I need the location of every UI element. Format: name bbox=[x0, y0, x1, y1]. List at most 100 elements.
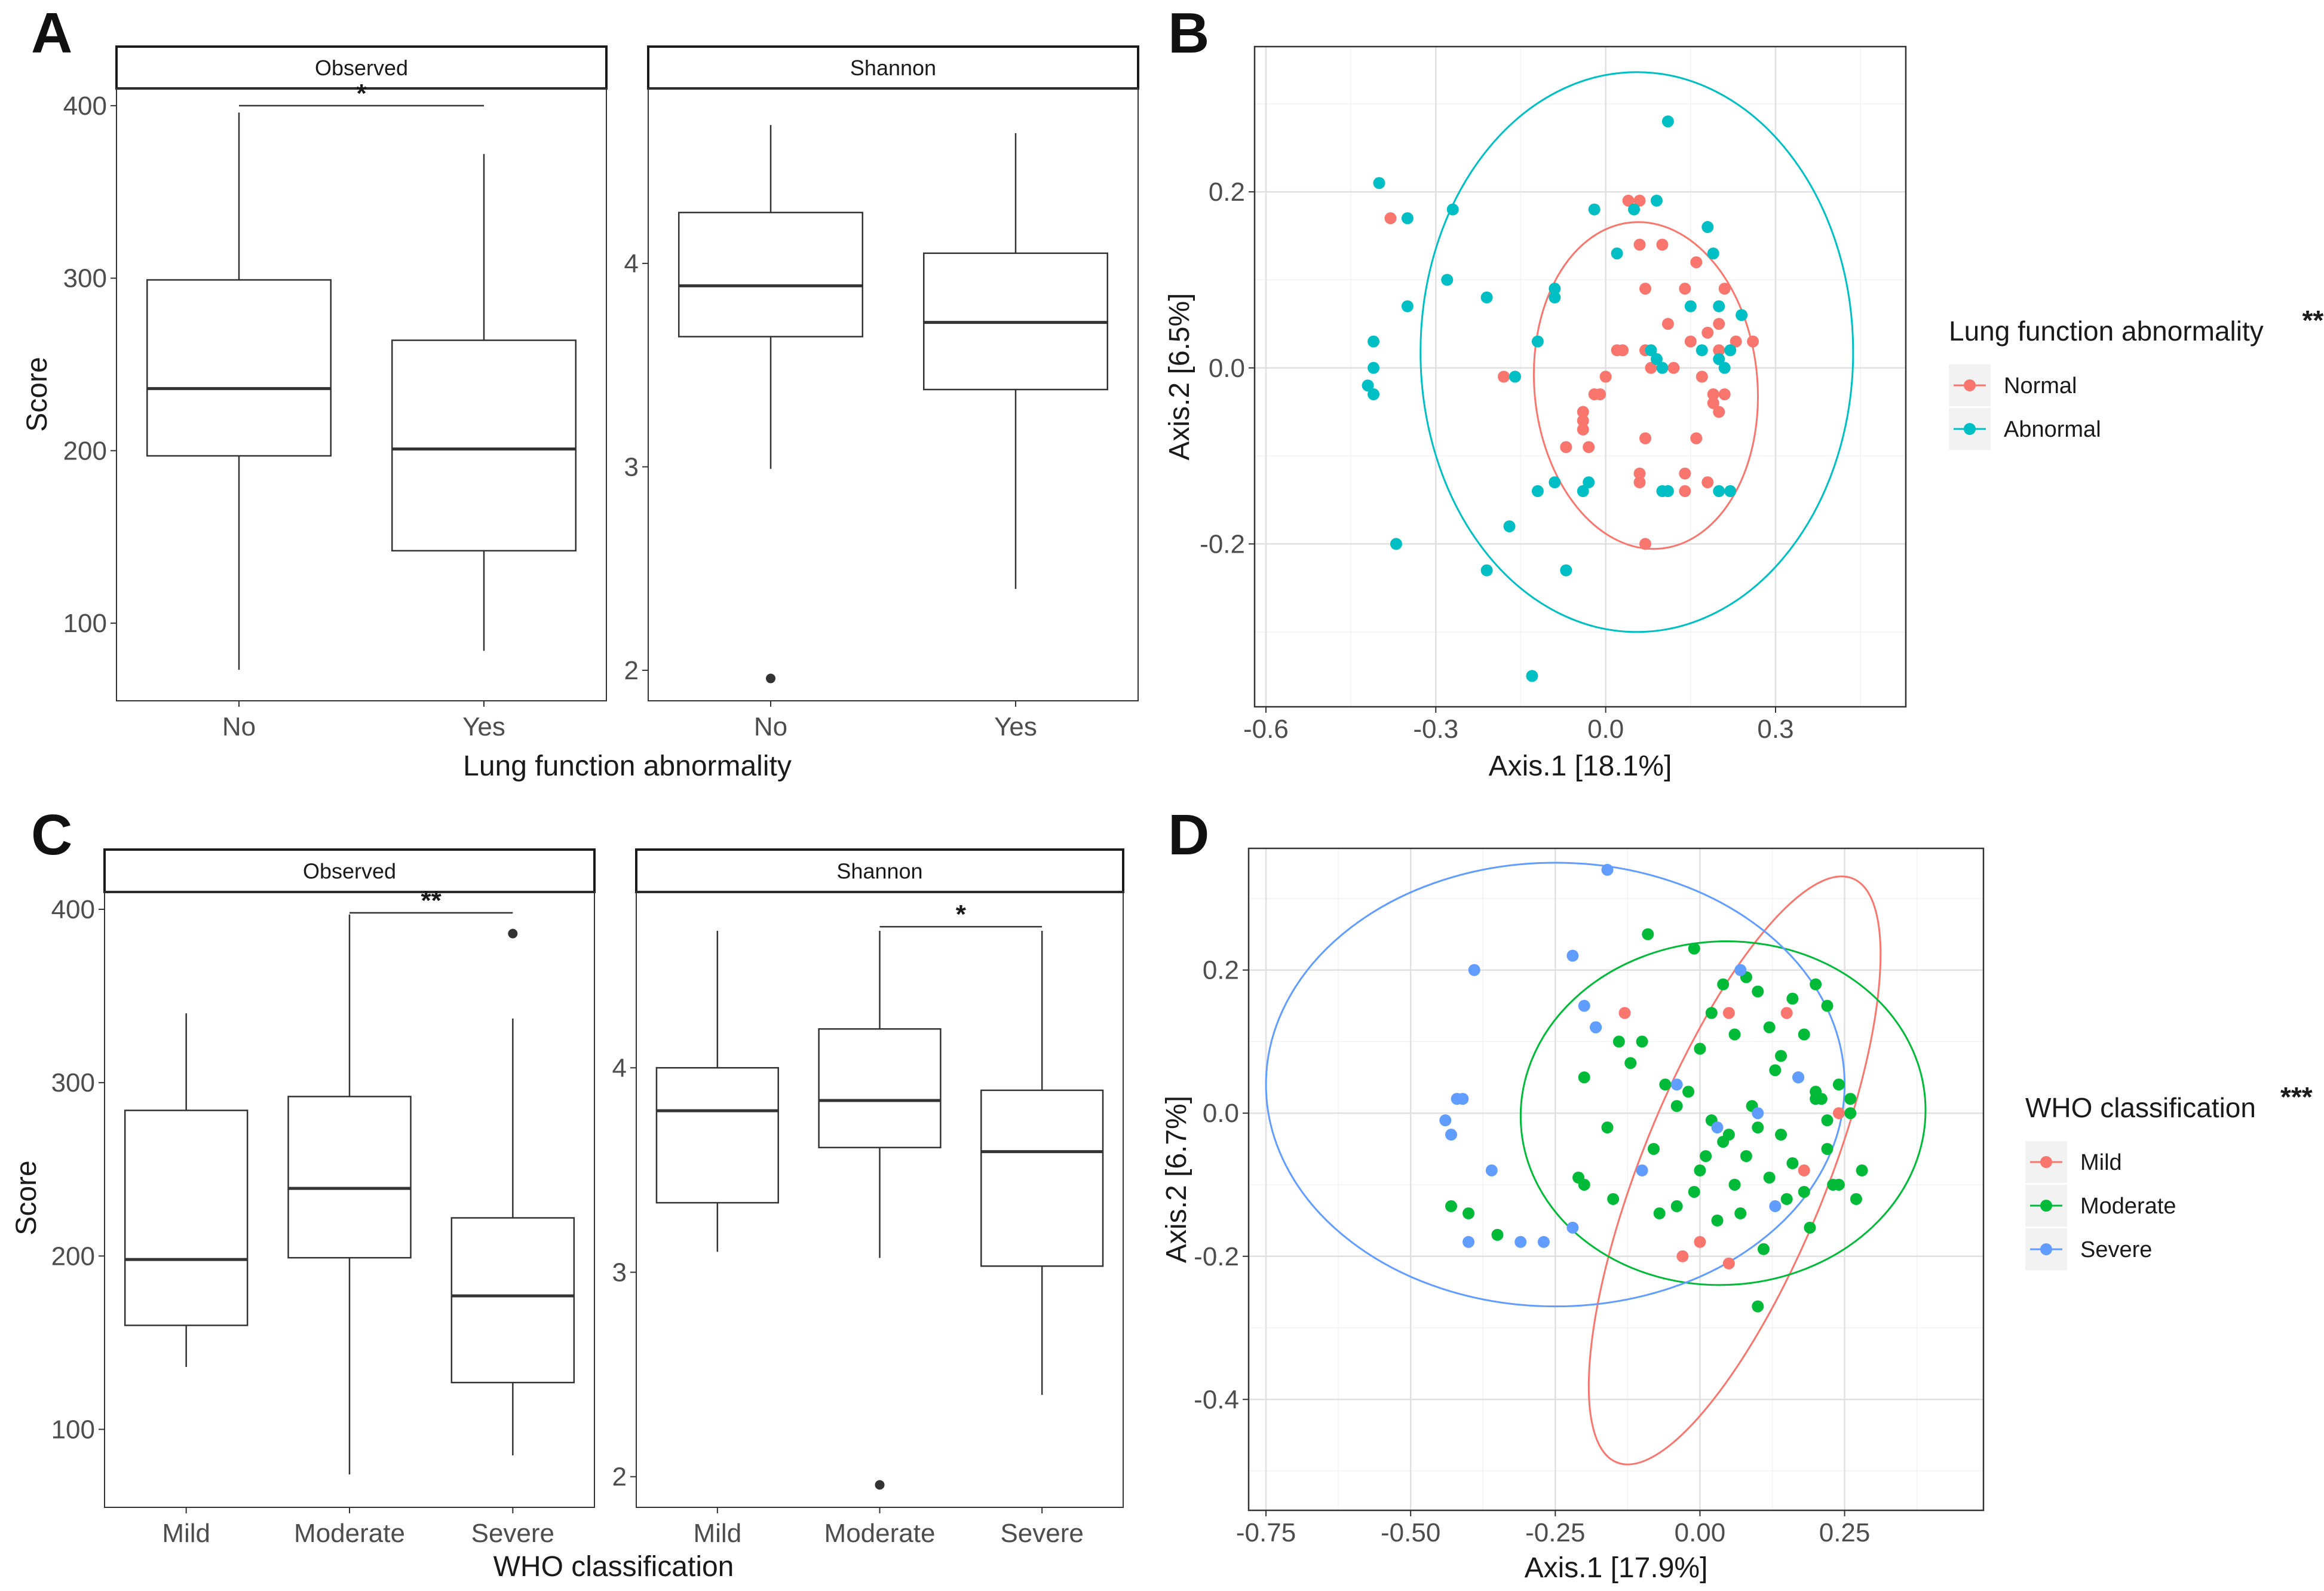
point-severe bbox=[1578, 1000, 1590, 1012]
ellipse-layer bbox=[1419, 71, 1854, 633]
point-moderate bbox=[1821, 1000, 1834, 1012]
x-tick-label: 0.25 bbox=[1819, 1518, 1871, 1547]
point-moderate bbox=[1688, 1185, 1700, 1198]
y-tick-label: 100 bbox=[63, 609, 107, 638]
point-severe bbox=[1636, 1164, 1648, 1177]
y-tick-label: 4 bbox=[612, 1053, 627, 1083]
point-abnormal bbox=[1696, 344, 1708, 357]
point-abnormal bbox=[1707, 247, 1719, 260]
x-tick-label: Severe bbox=[471, 1519, 554, 1548]
point-mild bbox=[1832, 1107, 1845, 1120]
point-severe bbox=[1752, 1107, 1764, 1120]
x-tick-label: No bbox=[754, 712, 787, 741]
series-normal bbox=[1384, 194, 1759, 550]
point-severe bbox=[1468, 964, 1480, 976]
point-abnormal bbox=[1549, 476, 1561, 489]
point-normal bbox=[1690, 256, 1703, 268]
box-yes bbox=[391, 154, 577, 651]
strip-box bbox=[115, 45, 608, 90]
significance-stars: * bbox=[956, 900, 967, 929]
point-normal bbox=[1684, 335, 1697, 348]
point-moderate bbox=[1786, 1157, 1799, 1170]
point-abnormal bbox=[1661, 115, 1674, 128]
point-normal bbox=[1696, 370, 1708, 383]
point-abnormal bbox=[1503, 520, 1516, 532]
legend-key-point-normal bbox=[1964, 379, 1976, 391]
point-mild bbox=[1676, 1250, 1689, 1262]
point-abnormal bbox=[1373, 177, 1385, 189]
point-moderate bbox=[1578, 1178, 1590, 1191]
box-outlier bbox=[508, 928, 518, 939]
point-abnormal bbox=[1713, 485, 1725, 498]
point-moderate bbox=[1612, 1035, 1625, 1048]
legend-title: Lung function abnormality bbox=[1949, 315, 2264, 347]
panel-border bbox=[1247, 847, 1985, 1512]
point-normal bbox=[1639, 283, 1651, 295]
point-normal bbox=[1639, 538, 1651, 550]
point-normal bbox=[1679, 283, 1691, 295]
y-tick-label: -0.4 bbox=[1194, 1385, 1239, 1414]
point-abnormal bbox=[1650, 194, 1663, 207]
point-abnormal bbox=[1362, 379, 1374, 392]
legend-key-point-severe bbox=[2040, 1243, 2052, 1255]
point-abnormal bbox=[1713, 300, 1725, 312]
plot-background bbox=[1255, 47, 1906, 707]
legend-key-point-mild bbox=[2040, 1156, 2052, 1168]
point-normal bbox=[1713, 318, 1725, 330]
point-normal bbox=[1661, 318, 1674, 330]
legend-title: WHO classification bbox=[2025, 1092, 2256, 1123]
point-normal bbox=[1583, 441, 1595, 453]
panel-label-a: A bbox=[31, 1, 72, 65]
point-abnormal bbox=[1390, 538, 1402, 550]
point-normal bbox=[1599, 370, 1612, 383]
point-severe bbox=[1566, 949, 1579, 962]
x-axis-title: WHO classification bbox=[493, 1551, 734, 1583]
point-normal bbox=[1622, 194, 1635, 207]
point-normal bbox=[1667, 361, 1680, 374]
point-normal bbox=[1639, 432, 1651, 445]
x-tick-label: No bbox=[222, 712, 256, 741]
x-axis-title: Axis.1 [18.1%] bbox=[1489, 750, 1672, 782]
point-abnormal bbox=[1588, 203, 1601, 216]
panel-label-b: B bbox=[1168, 1, 1209, 65]
facet-a-shannon: Shannon 2 3 4 No Yes bbox=[624, 45, 1139, 741]
point-abnormal bbox=[1701, 221, 1714, 234]
box-no bbox=[678, 125, 863, 683]
box-iqr bbox=[391, 339, 577, 552]
point-moderate bbox=[1722, 1129, 1735, 1141]
x-tick-label: -0.3 bbox=[1413, 715, 1458, 744]
point-moderate bbox=[1804, 1221, 1816, 1234]
point-moderate bbox=[1769, 1064, 1782, 1077]
x-tick-label: -0.75 bbox=[1236, 1518, 1296, 1547]
point-abnormal bbox=[1446, 203, 1459, 216]
y-tick-label: 3 bbox=[624, 452, 639, 482]
point-normal bbox=[1713, 406, 1725, 418]
point-abnormal bbox=[1368, 361, 1380, 374]
x-tick-label: Moderate bbox=[294, 1519, 405, 1548]
point-abnormal bbox=[1531, 335, 1544, 348]
point-severe bbox=[1485, 1164, 1498, 1177]
box-outlier bbox=[875, 1480, 885, 1490]
point-moderate bbox=[1653, 1207, 1666, 1219]
point-moderate bbox=[1659, 1078, 1672, 1091]
point-moderate bbox=[1728, 1028, 1741, 1041]
box-severe bbox=[450, 928, 575, 1455]
y-tick-label: 400 bbox=[51, 895, 95, 924]
point-normal bbox=[1617, 344, 1629, 357]
point-moderate bbox=[1734, 1207, 1747, 1219]
point-normal bbox=[1718, 388, 1731, 400]
point-moderate bbox=[1670, 1200, 1683, 1212]
y-axis-title: Axis.2 [6.7%] bbox=[1161, 1096, 1192, 1263]
y-tick-label: 3 bbox=[612, 1258, 627, 1287]
point-severe bbox=[1439, 1114, 1452, 1127]
point-severe bbox=[1601, 863, 1614, 876]
plot-background bbox=[1249, 848, 1983, 1510]
point-normal bbox=[1384, 212, 1397, 225]
x-tick-label: Yes bbox=[462, 712, 505, 741]
box-iqr bbox=[450, 1217, 575, 1384]
point-moderate bbox=[1601, 1121, 1614, 1134]
x-tick-label: Severe bbox=[1000, 1519, 1083, 1548]
panel-border bbox=[1253, 45, 1907, 708]
point-moderate bbox=[1636, 1035, 1648, 1048]
point-normal bbox=[1633, 467, 1646, 480]
